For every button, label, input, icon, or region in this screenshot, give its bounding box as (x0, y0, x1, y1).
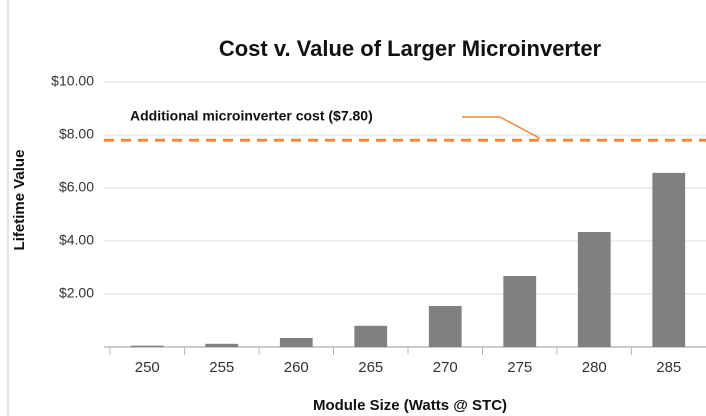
x-tick-label: 270 (433, 359, 458, 376)
bar (279, 337, 313, 347)
reference-label: Additional microinverter cost ($7.80) (130, 108, 373, 124)
bar (130, 345, 164, 347)
y-tick-label: $8.00 (59, 126, 94, 142)
bar (652, 172, 686, 347)
x-tick-label: 250 (135, 359, 160, 376)
x-tick-label: 275 (507, 359, 532, 376)
x-tick-label: 285 (656, 359, 681, 376)
bar (428, 305, 462, 347)
bar (205, 343, 239, 347)
y-tick-label: $2.00 (59, 285, 94, 301)
chart-title: Cost v. Value of Larger Microinverter (219, 36, 602, 61)
y-axis-label: Lifetime Value (11, 150, 28, 251)
x-tick-label: 265 (358, 359, 383, 376)
x-tick-label: 260 (284, 359, 309, 376)
bar (503, 275, 537, 347)
x-axis-label: Module Size (Watts @ STC) (313, 397, 507, 414)
bar (354, 325, 388, 347)
y-tick-label: $10.00 (51, 73, 94, 89)
x-tick-label: 280 (582, 359, 607, 376)
leader-line (462, 116, 541, 139)
x-tick-label: 255 (209, 359, 234, 376)
y-tick-label: $4.00 (59, 232, 94, 248)
bar (577, 231, 611, 347)
y-tick-label: $6.00 (59, 179, 94, 195)
